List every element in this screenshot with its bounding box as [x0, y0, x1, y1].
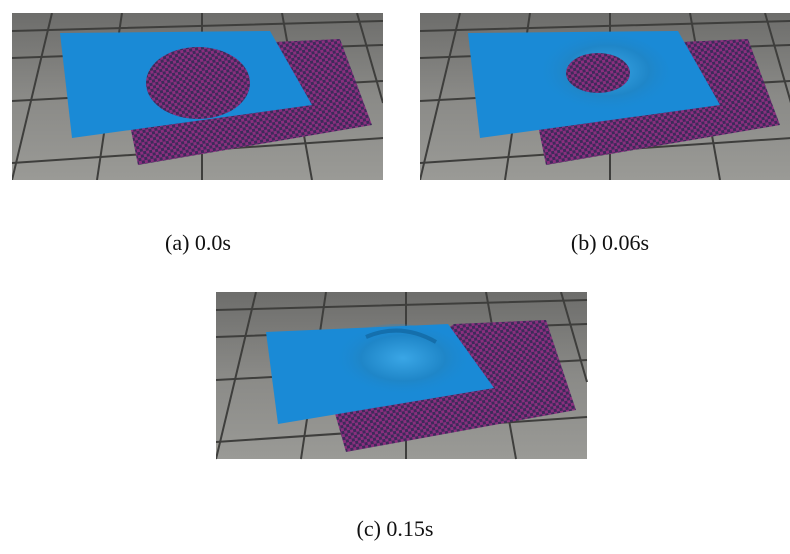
caption: (c) 0.15s — [295, 516, 495, 542]
caption: (a) 0.0s — [98, 230, 298, 256]
page: (a) 0.0s (b) 0.06s (c) 0.15s (() => { co… — [0, 0, 790, 554]
render-b — [420, 13, 790, 180]
render-c — [216, 292, 592, 466]
caption: (b) 0.06s — [510, 230, 710, 256]
render-a — [12, 13, 383, 180]
